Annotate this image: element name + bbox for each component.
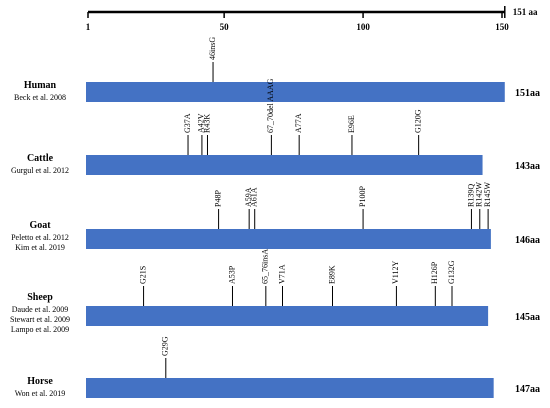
mutation-label: 46insG xyxy=(208,37,217,60)
reference: Won et al. 2019 xyxy=(15,389,65,398)
mutation-label: A53P xyxy=(227,265,236,284)
mutation-label: G21S xyxy=(138,266,147,284)
mutation-label: R142W xyxy=(475,182,484,207)
mutation-label: A77A xyxy=(294,113,303,133)
mutation-label: 67_70del AAAG xyxy=(266,78,275,133)
reference: Beck et al. 2008 xyxy=(14,93,66,102)
length-label: 143aa xyxy=(515,161,540,172)
reference: Lampo et al. 2009 xyxy=(11,325,69,334)
protein-bar xyxy=(86,82,505,102)
mutation-label: G29G xyxy=(161,336,170,356)
mutation-label: G132G xyxy=(447,260,456,284)
mutation-label: R139Q xyxy=(466,184,475,207)
species-name: Human xyxy=(24,80,57,91)
species-name: Goat xyxy=(29,220,51,231)
reference: Stewart et al. 2009 xyxy=(10,315,70,324)
length-label: 145aa xyxy=(515,312,540,323)
protein-bar xyxy=(86,229,491,249)
mutation-label: 65_76insA xyxy=(261,249,270,284)
protein-bar xyxy=(86,378,494,398)
mutation-label: R43K xyxy=(202,114,211,133)
mutation-label: G37A xyxy=(183,113,192,133)
length-label: 147aa xyxy=(515,384,540,395)
protein-bar xyxy=(86,155,483,175)
mutation-label: P48P xyxy=(213,190,222,207)
mutation-label: G120G xyxy=(413,109,422,133)
scale-label: 151 aa xyxy=(513,7,538,17)
reference: Kim et al. 2019 xyxy=(15,243,65,252)
length-label: 146aa xyxy=(515,235,540,246)
species-name: Sheep xyxy=(27,292,53,303)
mutation-label: E89K xyxy=(327,265,336,284)
species-name: Cattle xyxy=(27,153,54,164)
scale-tick-label: 100 xyxy=(356,22,370,32)
mutation-label: P100P xyxy=(358,186,367,207)
mutation-label: V112Y xyxy=(391,261,400,284)
mutation-label: E96E xyxy=(347,115,356,133)
reference: Peletto et al. 2012 xyxy=(11,233,69,242)
scale-tick-label: 150 xyxy=(495,22,509,32)
mutation-label: H126P xyxy=(430,261,439,284)
protein-bar xyxy=(86,306,489,326)
mutation-label: A59A xyxy=(244,187,253,207)
scale-tick-label: 50 xyxy=(220,22,230,32)
mutation-label: A42V xyxy=(197,113,206,133)
reference: Daude et al. 2009 xyxy=(12,305,68,314)
mutation-label: V71A xyxy=(277,264,286,284)
mutation-label: A61A xyxy=(250,187,259,207)
mutation-label: R145W xyxy=(483,182,492,207)
reference: Gurgul et al. 2012 xyxy=(11,166,69,175)
length-label: 151aa xyxy=(515,88,540,99)
species-name: Horse xyxy=(27,376,53,387)
scale-tick-label: 1 xyxy=(86,22,91,32)
